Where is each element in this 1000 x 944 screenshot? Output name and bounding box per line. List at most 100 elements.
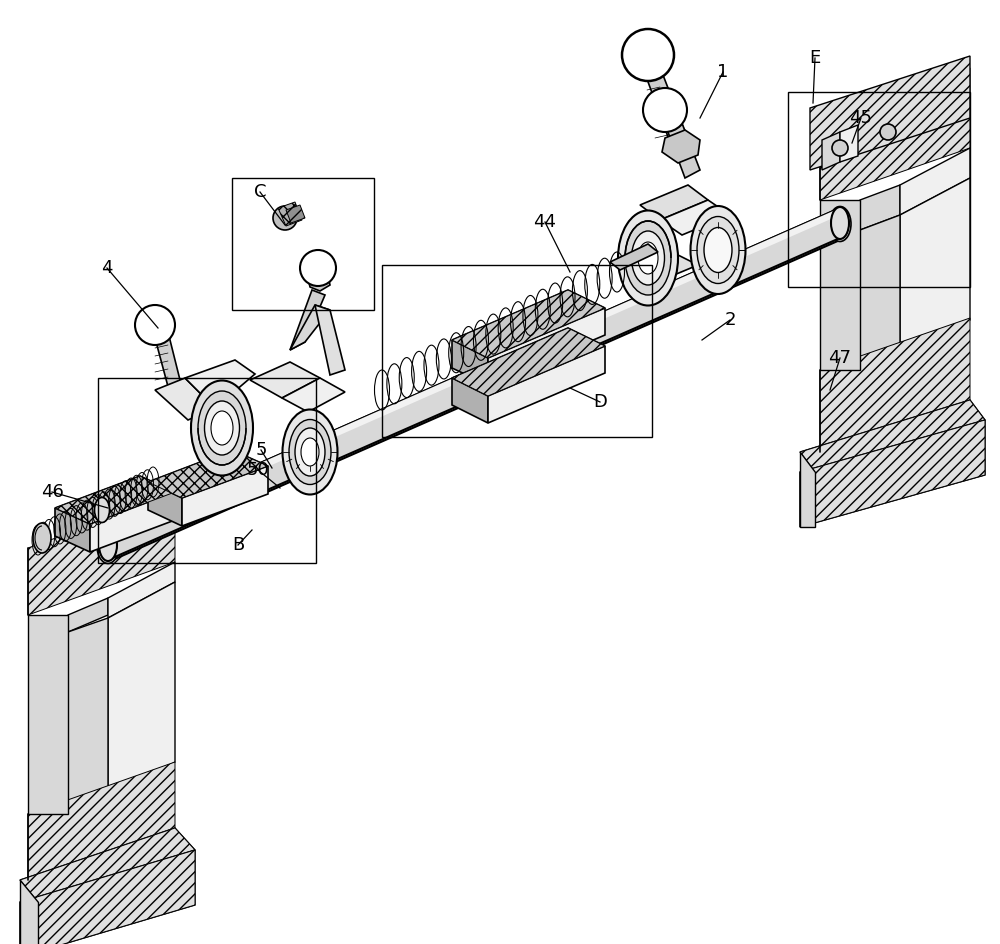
Ellipse shape (211, 411, 233, 445)
Circle shape (300, 250, 336, 286)
Ellipse shape (690, 206, 746, 294)
Ellipse shape (829, 207, 851, 242)
Polygon shape (55, 476, 175, 524)
Text: 44: 44 (534, 213, 556, 231)
Text: 4: 4 (101, 259, 113, 277)
Bar (788, 92, 970, 287)
Polygon shape (820, 200, 860, 370)
Ellipse shape (205, 401, 240, 455)
Polygon shape (90, 492, 175, 552)
Polygon shape (452, 378, 488, 423)
Polygon shape (610, 244, 658, 270)
Ellipse shape (94, 497, 110, 522)
Polygon shape (660, 200, 730, 235)
Polygon shape (860, 185, 900, 230)
Polygon shape (822, 132, 840, 170)
Circle shape (135, 305, 175, 345)
Polygon shape (20, 828, 195, 902)
Polygon shape (452, 328, 605, 396)
Ellipse shape (301, 438, 319, 466)
Polygon shape (282, 378, 345, 412)
Circle shape (832, 140, 848, 156)
Bar (98, 378, 316, 563)
Polygon shape (315, 305, 345, 375)
Polygon shape (185, 360, 255, 408)
Polygon shape (182, 466, 268, 526)
Polygon shape (28, 615, 68, 814)
Bar (382, 265, 652, 437)
Ellipse shape (697, 216, 739, 283)
Polygon shape (662, 130, 700, 163)
Ellipse shape (831, 207, 849, 239)
Polygon shape (20, 828, 195, 902)
Text: 46: 46 (41, 483, 63, 501)
Polygon shape (800, 452, 815, 527)
Polygon shape (820, 318, 970, 452)
Text: 47: 47 (828, 349, 852, 367)
Polygon shape (800, 420, 985, 527)
Ellipse shape (638, 242, 658, 274)
Polygon shape (28, 762, 175, 880)
Ellipse shape (618, 211, 678, 306)
Polygon shape (148, 450, 268, 498)
Ellipse shape (625, 221, 671, 295)
Polygon shape (900, 178, 970, 355)
Polygon shape (860, 215, 900, 370)
Polygon shape (643, 62, 688, 148)
Ellipse shape (33, 523, 51, 553)
Polygon shape (800, 420, 985, 527)
Polygon shape (278, 202, 302, 226)
Polygon shape (148, 482, 182, 526)
Polygon shape (108, 208, 840, 560)
Ellipse shape (99, 529, 117, 561)
Polygon shape (68, 618, 108, 814)
Text: C: C (254, 183, 266, 201)
Polygon shape (665, 118, 700, 178)
Polygon shape (810, 56, 970, 170)
Text: E: E (809, 49, 821, 67)
Ellipse shape (191, 380, 253, 476)
Polygon shape (820, 68, 970, 200)
Ellipse shape (283, 410, 338, 495)
Polygon shape (68, 598, 108, 632)
Polygon shape (148, 450, 268, 498)
Polygon shape (55, 476, 175, 524)
Polygon shape (620, 250, 698, 285)
Circle shape (622, 29, 674, 81)
Text: 5: 5 (255, 441, 267, 459)
Polygon shape (250, 362, 320, 398)
Circle shape (880, 124, 896, 140)
Polygon shape (800, 400, 985, 472)
Polygon shape (55, 508, 90, 552)
Polygon shape (452, 290, 605, 358)
Ellipse shape (295, 428, 325, 476)
Polygon shape (640, 185, 708, 220)
Text: 2: 2 (724, 311, 736, 329)
Polygon shape (108, 208, 840, 538)
Ellipse shape (704, 228, 732, 273)
Polygon shape (28, 495, 175, 615)
Polygon shape (155, 332, 182, 394)
Polygon shape (20, 850, 195, 944)
Polygon shape (452, 340, 488, 385)
Polygon shape (900, 148, 970, 215)
Ellipse shape (97, 529, 119, 564)
Polygon shape (108, 562, 175, 618)
Text: 50: 50 (247, 461, 269, 479)
Polygon shape (290, 290, 325, 350)
Polygon shape (108, 582, 175, 798)
Ellipse shape (289, 419, 331, 484)
Bar (232, 178, 374, 310)
Text: D: D (593, 393, 607, 411)
Text: 45: 45 (850, 109, 872, 127)
Polygon shape (108, 208, 840, 562)
Polygon shape (308, 272, 330, 291)
Ellipse shape (198, 391, 246, 465)
Polygon shape (452, 290, 605, 358)
Polygon shape (20, 880, 38, 944)
Circle shape (643, 88, 687, 132)
Ellipse shape (632, 231, 664, 285)
Polygon shape (800, 400, 985, 472)
Polygon shape (488, 346, 605, 423)
Polygon shape (155, 378, 215, 420)
